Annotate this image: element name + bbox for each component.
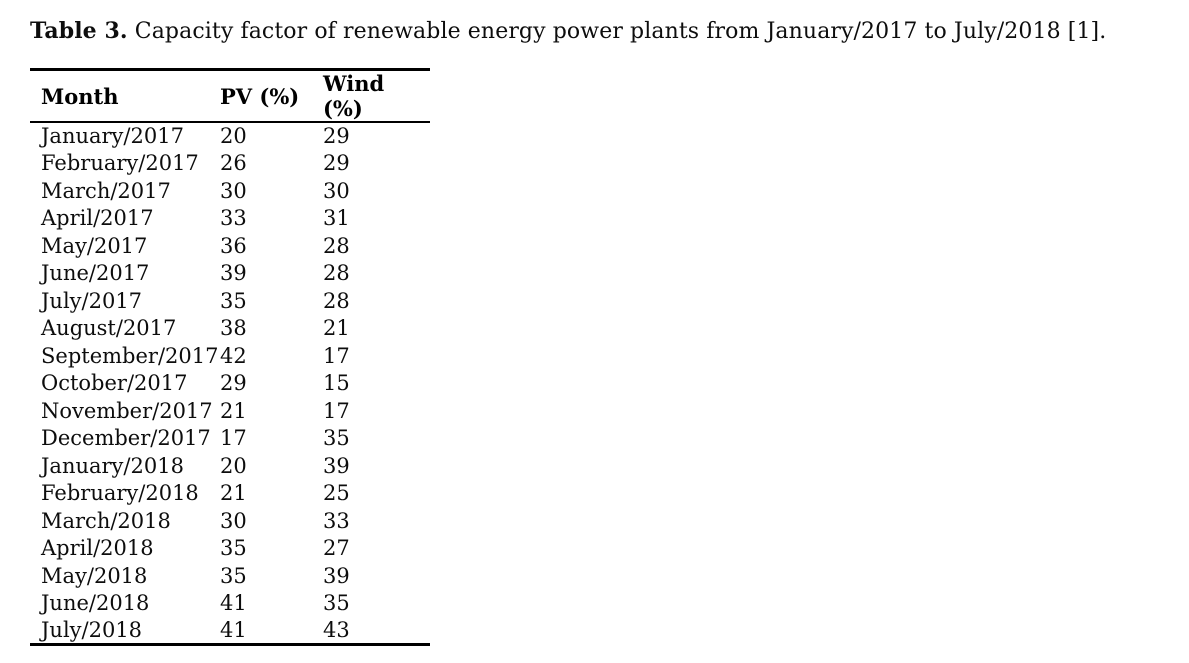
month-cell: March/2017 xyxy=(41,178,171,203)
month-cell: June/2017 xyxy=(41,261,150,286)
wind-cell: 25 xyxy=(323,481,350,506)
table-caption: Table 3. Capacity factor of renewable en… xyxy=(30,16,1161,47)
pv-cell: 38 xyxy=(220,316,247,341)
pv-cell: 41 xyxy=(220,618,247,642)
month-cell: July/2017 xyxy=(41,288,143,313)
table-row: September/2017 42 17 xyxy=(30,342,430,370)
table-row: February/2017 26 29 xyxy=(30,150,430,178)
wind-cell: 39 xyxy=(323,453,350,478)
month-cell: June/2018 xyxy=(41,591,150,616)
table-row: April/2018 35 27 xyxy=(30,535,430,563)
pv-cell: 20 xyxy=(220,453,247,478)
month-cell: April/2018 xyxy=(41,536,154,561)
column-header: Wind (%) xyxy=(323,69,430,123)
table-row: May/2017 36 28 xyxy=(30,232,430,260)
month-cell: February/2018 xyxy=(41,481,199,506)
pv-cell: 35 xyxy=(220,536,247,561)
pv-cell: 20 xyxy=(220,124,247,149)
wind-cell: 17 xyxy=(323,343,350,368)
wind-cell: 21 xyxy=(323,316,350,341)
table-row: November/2017 21 17 xyxy=(30,397,430,425)
month-cell: August/2017 xyxy=(41,316,177,341)
table-row: August/2017 38 21 xyxy=(30,315,430,343)
column-header: PV (%) xyxy=(220,69,323,123)
wind-cell: 35 xyxy=(323,591,350,616)
pv-cell: 41 xyxy=(220,591,247,616)
column-header: Month xyxy=(30,69,220,123)
wind-cell: 28 xyxy=(323,233,350,258)
wind-cell: 27 xyxy=(323,536,350,561)
wind-cell: 29 xyxy=(323,124,350,149)
wind-cell: 28 xyxy=(323,261,350,286)
pv-cell: 35 xyxy=(220,288,247,313)
table-row: March/2017 30 30 xyxy=(30,177,430,205)
month-cell: October/2017 xyxy=(41,371,188,396)
table-row: March/2018 30 33 xyxy=(30,507,430,535)
pv-cell: 39 xyxy=(220,261,247,286)
pv-cell: 21 xyxy=(220,398,247,423)
table-row: April/2017 33 31 xyxy=(30,205,430,233)
caption-label: Table 3. xyxy=(30,18,128,44)
wind-cell: 17 xyxy=(323,398,350,423)
month-cell: March/2018 xyxy=(41,508,171,533)
month-cell: May/2018 xyxy=(41,563,148,588)
wind-cell: 15 xyxy=(323,371,350,396)
pv-cell: 33 xyxy=(220,206,247,231)
capacity-factor-table: Month PV (%) Wind (%) January/2017 20 29 Febr… xyxy=(30,68,430,646)
table-row: October/2017 29 15 xyxy=(30,370,430,398)
wind-cell: 39 xyxy=(323,563,350,588)
wind-cell: 30 xyxy=(323,178,350,203)
pv-cell: 26 xyxy=(220,151,247,176)
caption-text: Capacity factor of renewable energy powe… xyxy=(134,19,1107,44)
table-row: July/2018 41 43 xyxy=(30,617,430,645)
pv-cell: 42 xyxy=(220,343,247,368)
month-cell: May/2017 xyxy=(41,233,148,258)
table-row: June/2018 41 35 xyxy=(30,590,430,618)
pv-cell: 36 xyxy=(220,233,247,258)
table-row: July/2017 35 28 xyxy=(30,287,430,315)
month-cell: January/2017 xyxy=(41,124,184,149)
month-cell: September/2017 xyxy=(41,343,219,368)
pv-cell: 21 xyxy=(220,481,247,506)
document-page: Table 3. Capacity factor of renewable en… xyxy=(30,16,1161,646)
table-row: February/2018 21 25 xyxy=(30,480,430,508)
table-row: January/2018 20 39 xyxy=(30,452,430,480)
pv-cell: 29 xyxy=(220,371,247,396)
wind-cell: 31 xyxy=(323,206,350,231)
pv-cell: 30 xyxy=(220,178,247,203)
wind-cell: 28 xyxy=(323,288,350,313)
table-row: December/2017 17 35 xyxy=(30,425,430,453)
pv-cell: 30 xyxy=(220,508,247,533)
table-header-row: Month PV (%) Wind (%) xyxy=(30,69,430,123)
table-body: January/2017 20 29 February/2017 26 29 March/2… xyxy=(30,122,430,645)
wind-cell: 43 xyxy=(323,618,350,642)
month-cell: November/2017 xyxy=(41,398,213,423)
month-cell: July/2018 xyxy=(41,618,143,642)
wind-cell: 33 xyxy=(323,508,350,533)
pv-cell: 35 xyxy=(220,563,247,588)
pv-cell: 17 xyxy=(220,426,247,451)
table-row: January/2017 20 29 xyxy=(30,122,430,150)
month-cell: February/2017 xyxy=(41,151,199,176)
month-cell: December/2017 xyxy=(41,426,211,451)
wind-cell: 29 xyxy=(323,151,350,176)
month-cell: January/2018 xyxy=(41,453,184,478)
table-row: June/2017 39 28 xyxy=(30,260,430,288)
month-cell: April/2017 xyxy=(41,206,154,231)
table-row: May/2018 35 39 xyxy=(30,562,430,590)
wind-cell: 35 xyxy=(323,426,350,451)
